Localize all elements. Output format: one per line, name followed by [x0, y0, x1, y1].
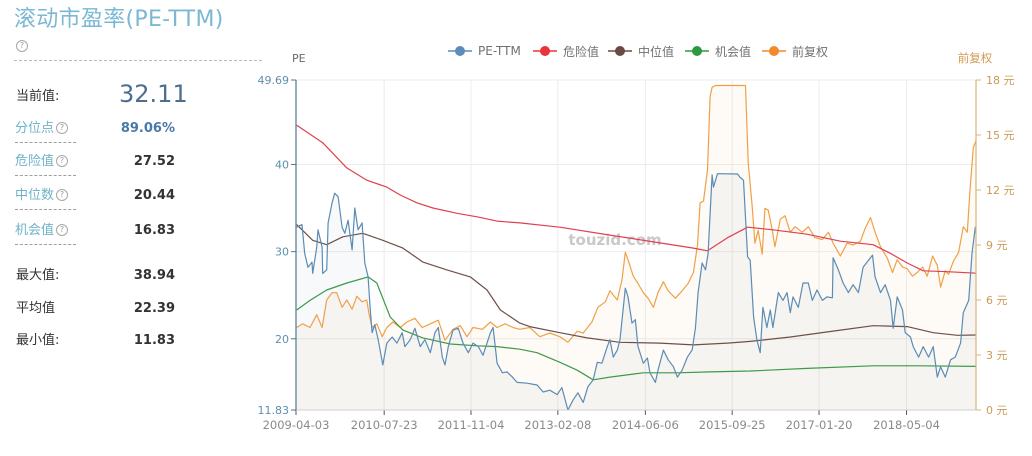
series-line-danger[interactable]	[296, 124, 977, 274]
series-areas	[296, 85, 976, 410]
y-tick-label-right: 3 元	[986, 349, 1008, 362]
stat-label-median[interactable]: 中位数	[15, 188, 76, 210]
legend-line-dot-icon	[608, 44, 632, 58]
legend-label: 机会值	[715, 44, 752, 59]
stat-label-min: 最小值:	[16, 333, 60, 348]
x-tick-label: 2014-06-06	[612, 418, 679, 432]
stat-label-max: 最大值:	[16, 268, 60, 283]
chart-grid	[296, 79, 976, 410]
question-circle-icon[interactable]	[56, 154, 69, 167]
current-value-label: 当前值:	[16, 89, 60, 104]
y-tick-label-left: 20	[275, 333, 289, 346]
title-divider	[14, 60, 262, 61]
stat-label-text: 危险值	[15, 154, 55, 169]
stat-label-text: 分位点	[15, 121, 55, 136]
legend-line-dot-icon	[533, 44, 557, 58]
legend-label: 前复权	[792, 44, 829, 59]
stat-value-min: 11.83	[133, 333, 175, 348]
question-circle-icon[interactable]	[56, 121, 69, 134]
y-tick-label-left: 30	[275, 246, 289, 259]
x-tick-label: 2018-05-04	[873, 418, 940, 432]
stat-label-text: 机会值	[15, 223, 55, 238]
y-tick-label-left: 11.83	[258, 404, 290, 417]
x-tick-label: 2011-11-04	[438, 418, 505, 432]
y-tick-label-right: 6 元	[986, 294, 1008, 307]
stat-value-mean: 22.39	[133, 301, 175, 316]
legend-label: 危险值	[563, 44, 600, 59]
x-tick-label: 2013-02-08	[524, 418, 591, 432]
stat-label-mean: 平均值	[16, 301, 56, 316]
x-tick-label: 2015-09-25	[699, 418, 766, 432]
question-circle-icon[interactable]	[56, 223, 69, 236]
y-tick-label-right: 18 元	[986, 74, 1015, 87]
stat-label-text: 中位数	[15, 188, 55, 203]
stat-value-median: 20.44	[133, 188, 175, 203]
legend-line-dot-icon	[685, 44, 709, 58]
series-line-opportunity[interactable]	[296, 276, 977, 381]
stat-label-danger[interactable]: 危险值	[15, 154, 76, 176]
series-line-pe-ttm[interactable]	[296, 173, 977, 411]
current-value: 32.11	[119, 80, 188, 108]
y-tick-label-right: 12 元	[986, 184, 1015, 197]
y-tick-label-left: 49.69	[258, 74, 290, 87]
x-tick-label: 2017-01-20	[786, 418, 853, 432]
stat-label-percentile[interactable]: 分位点	[15, 121, 76, 143]
legend-label: 中位值	[638, 44, 675, 59]
stat-value-percentile: 89.06%	[120, 121, 175, 136]
y-tick-label-right: 0 元	[986, 404, 1008, 417]
stat-label-opportunity[interactable]: 机会值	[15, 223, 76, 245]
y-axis-title-left: PE	[292, 52, 306, 65]
legend-line-dot-icon	[448, 44, 472, 58]
y-tick-label-right: 9 元	[986, 239, 1008, 252]
legend-item-opportunity[interactable]: 机会值	[685, 42, 751, 60]
legend-item-danger[interactable]: 危险值	[533, 42, 599, 60]
series-area-adjusted-price	[296, 85, 976, 410]
legend-label: PE-TTM	[478, 44, 521, 58]
x-tick-label: 2009-04-03	[263, 418, 330, 432]
series-lines	[296, 84, 977, 411]
watermark: touzid.com	[568, 231, 661, 249]
series-area-pe-ttm	[296, 173, 976, 410]
stat-value-danger: 27.52	[133, 154, 175, 169]
y-tick-label-right: 15 元	[986, 129, 1015, 142]
y-tick-label-left: 40	[275, 158, 289, 171]
page-title: 滚动市盈率(PE-TTM)	[14, 7, 224, 32]
series-line-median[interactable]	[296, 224, 977, 346]
stat-value-opportunity: 16.83	[133, 223, 175, 238]
question-circle-icon[interactable]	[16, 40, 28, 52]
legend-line-dot-icon	[762, 44, 786, 58]
stat-value-max: 38.94	[133, 268, 175, 283]
x-tick-label: 2010-07-23	[351, 418, 418, 432]
legend-item-pe-ttm[interactable]: PE-TTM	[448, 42, 521, 60]
chart-legend: PE-TTM 危险值 中位值 机会值 前复权	[0, 42, 1032, 60]
legend-item-median[interactable]: 中位值	[608, 42, 674, 60]
legend-item-adjusted-price[interactable]: 前复权	[762, 42, 828, 60]
question-circle-icon[interactable]	[56, 188, 69, 201]
y-axis-title-right: 前复权	[958, 51, 993, 65]
